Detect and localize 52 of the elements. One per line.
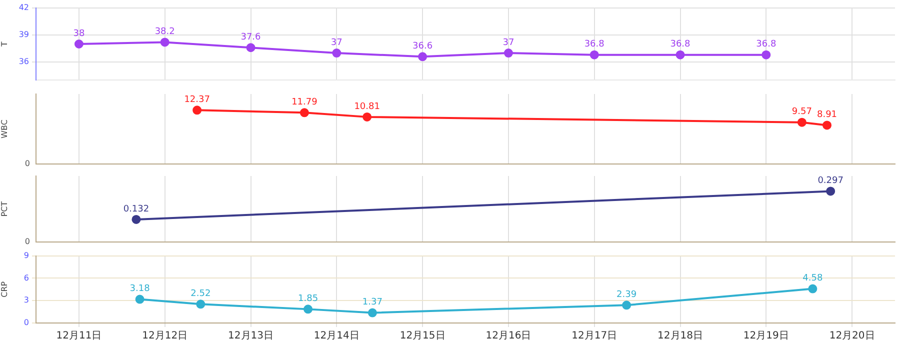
text: 0.132 xyxy=(123,204,150,214)
x-tick-label: 12月14日 xyxy=(314,330,360,342)
point xyxy=(762,50,771,60)
data-label: 38 xyxy=(73,28,85,39)
x-tick-label: 12月17日 xyxy=(572,330,618,342)
text: 8.91 xyxy=(816,110,838,120)
y-tick-label: 39 xyxy=(18,30,29,40)
data-label: 36.6 xyxy=(412,42,433,52)
y-tick-label: 6 xyxy=(24,273,29,282)
y-tick-label: 9 xyxy=(24,250,29,260)
x-tick-label: 12月19日 xyxy=(743,330,789,342)
y-axis-title: PCT xyxy=(0,201,9,217)
data-label: 37 xyxy=(330,38,342,48)
data-label: 36.8 xyxy=(756,40,776,50)
data-label: 1.85 xyxy=(298,294,318,304)
y-axis-title: CRP xyxy=(0,281,9,298)
x-tick-label: 12月16日 xyxy=(486,330,532,342)
x-tick-label: 12月15日 xyxy=(400,330,446,342)
data-label: 4.58 xyxy=(802,274,823,284)
point xyxy=(418,52,428,62)
text: 11.79 xyxy=(292,98,318,108)
data-label: 2.39 xyxy=(616,290,637,300)
y-axis-title: T xyxy=(0,41,9,48)
text: 0.297 xyxy=(818,176,844,186)
data-label: 36.8 xyxy=(670,40,691,50)
y-tick-label: 3 xyxy=(24,296,29,305)
data-label: 3.18 xyxy=(130,284,150,294)
text: 12.37 xyxy=(184,95,210,105)
data-label: 37 xyxy=(502,38,514,48)
y-tick-label: 42 xyxy=(18,2,29,12)
y-tick-label: 0 xyxy=(24,318,29,328)
point xyxy=(504,48,513,58)
point xyxy=(74,40,84,48)
x-tick-label: 12月20日 xyxy=(829,330,875,342)
data-label: 1.37 xyxy=(362,298,382,308)
x-tick-label: 12月12日 xyxy=(142,330,188,342)
point xyxy=(676,50,685,60)
x-tick-label: 12月18日 xyxy=(658,330,703,342)
data-label: 38.2 xyxy=(154,27,175,38)
x-tick-label: 12月11日 xyxy=(56,330,102,342)
point xyxy=(246,43,256,52)
point xyxy=(590,50,599,60)
data-label: 36.8 xyxy=(584,40,605,50)
y-tick-label: 36 xyxy=(18,57,29,66)
data-label: 2.52 xyxy=(190,289,211,300)
text: 10.81 xyxy=(354,102,380,112)
y-axis-title: WBC xyxy=(0,119,9,138)
x-tick-label: 12月13日 xyxy=(228,330,274,342)
text: 9.57 xyxy=(792,107,812,118)
point xyxy=(332,48,342,58)
point xyxy=(160,38,170,47)
data-label: 37.6 xyxy=(240,32,262,42)
